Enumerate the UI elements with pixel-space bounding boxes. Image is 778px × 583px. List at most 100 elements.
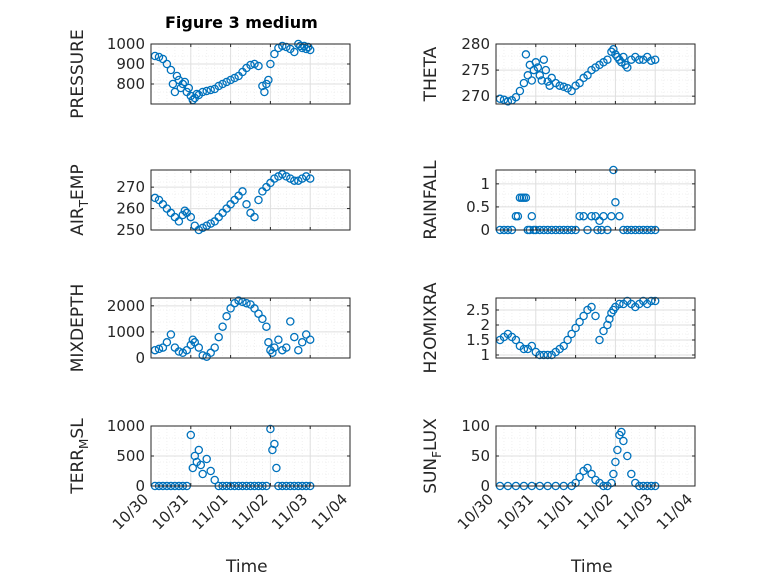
x-tick-label: 11/04 — [653, 490, 696, 533]
data-point — [194, 343, 204, 352]
plot-area — [151, 44, 350, 104]
data-point — [176, 83, 186, 93]
data-point — [575, 211, 584, 221]
data-point — [527, 76, 537, 85]
y-tick-label: 100 — [461, 417, 490, 435]
data-point — [180, 77, 190, 87]
data-point — [515, 86, 525, 96]
data-point — [264, 338, 273, 347]
y-tick-label: 250 — [116, 221, 145, 239]
y-axis-label: SUNFLUX — [421, 418, 444, 494]
data-point — [158, 343, 168, 352]
data-point — [262, 322, 271, 331]
data-point — [587, 211, 596, 221]
data-point — [188, 335, 198, 344]
x-tick-label: 11/03 — [613, 490, 656, 533]
data-point — [230, 73, 239, 83]
data-point — [206, 466, 215, 476]
data-point — [615, 299, 624, 309]
data-point — [599, 326, 608, 336]
data-point — [190, 338, 200, 347]
y-axis-label-subscript: F — [430, 451, 444, 458]
y-axis-label-part: SL — [68, 418, 88, 439]
y-tick-label: 2 — [480, 316, 490, 334]
data-point — [650, 296, 660, 306]
data-point — [290, 332, 299, 342]
data-point — [567, 329, 576, 339]
subplot-1: 800 900 1000 PRESSURE — [68, 29, 351, 119]
data-point — [266, 59, 275, 69]
data-point — [250, 212, 259, 222]
data-point — [258, 314, 267, 324]
data-point — [194, 445, 204, 455]
x-tick-label: 11/04 — [308, 490, 351, 533]
y-tick-label: 500 — [116, 447, 145, 465]
data-point — [533, 63, 543, 72]
data-point — [260, 87, 269, 97]
data-point — [579, 311, 588, 321]
data-point — [246, 60, 255, 70]
x-tick-label: 10/30 — [109, 490, 152, 533]
data-point — [301, 44, 311, 54]
x-axis-label-left: Time — [226, 557, 268, 577]
data-point — [611, 50, 620, 59]
data-point — [563, 335, 572, 345]
data-point — [242, 298, 251, 308]
data-point — [290, 176, 299, 185]
data-point — [226, 304, 235, 313]
data-point — [262, 79, 271, 89]
y-tick-label: 1000 — [107, 417, 145, 435]
data-point — [579, 211, 588, 221]
y-tick-label: 0 — [135, 477, 145, 495]
axes-box — [150, 43, 351, 105]
data-point — [218, 322, 227, 331]
data-point — [214, 332, 223, 342]
data-point — [210, 343, 219, 352]
y-axis-label-part: TERR — [68, 449, 88, 495]
data-point — [503, 97, 513, 106]
data-point — [523, 71, 533, 80]
data-point — [571, 323, 580, 333]
data-point — [591, 311, 600, 321]
data-point — [154, 344, 164, 354]
data-point — [166, 330, 176, 339]
data-point — [198, 87, 207, 97]
data-point — [559, 82, 568, 92]
data-point — [180, 206, 190, 215]
data-point — [599, 211, 608, 221]
data-point — [619, 436, 628, 446]
axes-box — [150, 169, 351, 231]
data-point — [264, 75, 273, 85]
data-point — [575, 472, 584, 482]
data-point — [254, 61, 263, 71]
y-tick-label: 0.5 — [466, 198, 490, 216]
data-point — [294, 345, 303, 355]
data-point — [301, 330, 311, 339]
data-point — [206, 348, 215, 358]
y-tick-label: 1 — [480, 346, 490, 364]
data-point — [254, 195, 263, 205]
data-point — [607, 211, 616, 221]
data-point — [278, 170, 287, 179]
data-point — [539, 350, 549, 360]
data-point — [305, 174, 315, 183]
subplot-5: 0 1000 2000 MIXDEPTH — [68, 284, 351, 372]
y-axis-label: H2OMIXRA — [421, 282, 441, 373]
y-tick-label: 1.5 — [466, 331, 490, 349]
data-point — [603, 55, 612, 64]
y-axis-label-part: AIR — [68, 207, 88, 236]
data-point — [282, 343, 291, 352]
y-tick-label: 270 — [116, 178, 145, 196]
data-point — [513, 211, 523, 221]
x-tick-label: 11/02 — [573, 490, 616, 533]
x-tick-label: 11/01 — [188, 490, 231, 533]
y-tick-label: 0 — [480, 221, 490, 239]
y-tick-label: 1 — [480, 175, 490, 193]
y-axis-label-subscript: M — [77, 439, 91, 449]
data-point — [168, 79, 178, 89]
data-point — [537, 76, 547, 85]
data-point — [519, 344, 529, 354]
data-point — [282, 42, 291, 52]
